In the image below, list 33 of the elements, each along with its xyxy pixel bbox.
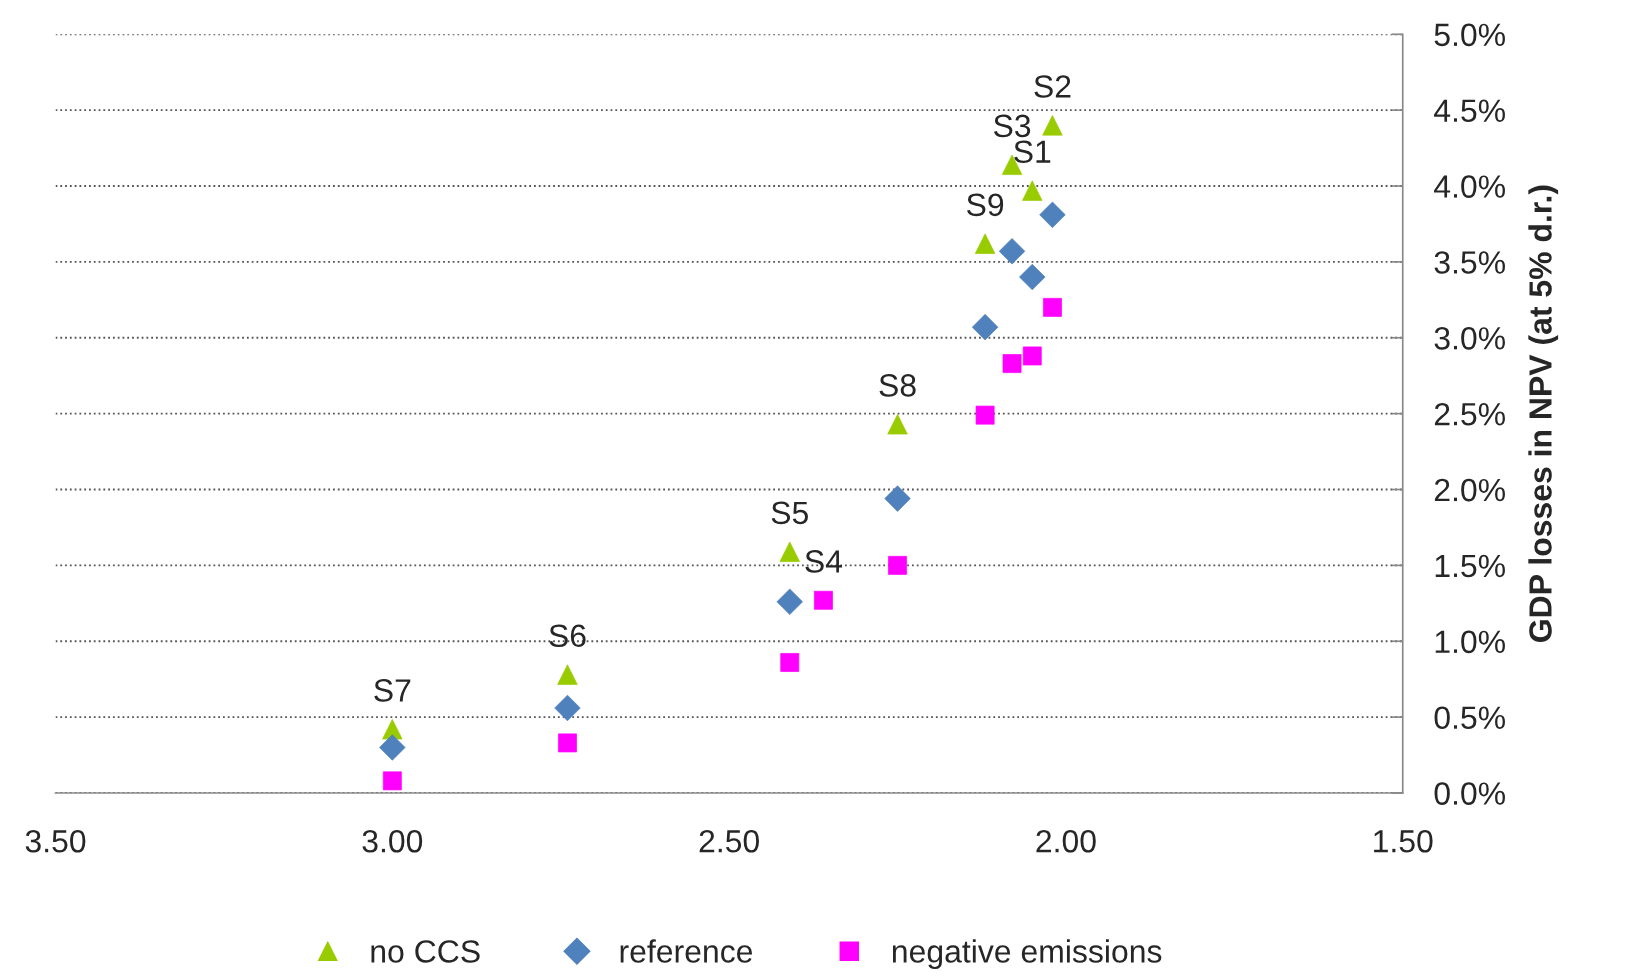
point xyxy=(379,734,406,761)
point xyxy=(998,238,1026,265)
x-tick-label: 2.00 xyxy=(1036,829,1096,853)
y-tick-label: 0.0% xyxy=(1434,782,1505,805)
annotation: S7 xyxy=(374,679,411,702)
annotation: S8 xyxy=(879,374,916,397)
annotation: S3 xyxy=(993,114,1031,138)
legend-label: no CCS xyxy=(371,940,480,963)
x-tick-label: 2.50 xyxy=(699,829,759,853)
annotation: S9 xyxy=(967,193,1004,217)
y-tick-label: 4.0% xyxy=(1434,175,1505,198)
y-tick-label: 2.5% xyxy=(1434,402,1505,426)
annotation: S1 xyxy=(1014,140,1051,164)
point xyxy=(779,541,800,562)
y-tick-label: 2.0% xyxy=(1434,478,1505,502)
x-tick-label: 1.50 xyxy=(1374,829,1433,853)
y-tick-label: 1.0% xyxy=(1435,630,1505,654)
x-tick-label: 3.00 xyxy=(362,829,423,853)
y-tick-label: 3.0% xyxy=(1434,327,1505,350)
y-tick-label: 4.5% xyxy=(1434,99,1505,123)
y-tick-label: 3.5% xyxy=(1434,251,1505,274)
y-axis-title: GDP losses in NPV (at 5% d.r.) xyxy=(1528,185,1559,642)
point xyxy=(776,588,803,615)
y-tick-label: 1.5% xyxy=(1435,554,1505,578)
annotation: S2 xyxy=(1034,75,1071,98)
legend-label: negative emissions xyxy=(892,939,1162,970)
x-tick-label: 3.50 xyxy=(25,829,86,853)
annotation: S4 xyxy=(805,550,843,573)
annotation: S5 xyxy=(771,501,808,525)
legend-label: reference xyxy=(620,939,753,963)
y-tick-label: 5.0% xyxy=(1434,23,1505,47)
annotation: S6 xyxy=(549,624,586,648)
y-tick-label: 0.5% xyxy=(1434,706,1505,730)
